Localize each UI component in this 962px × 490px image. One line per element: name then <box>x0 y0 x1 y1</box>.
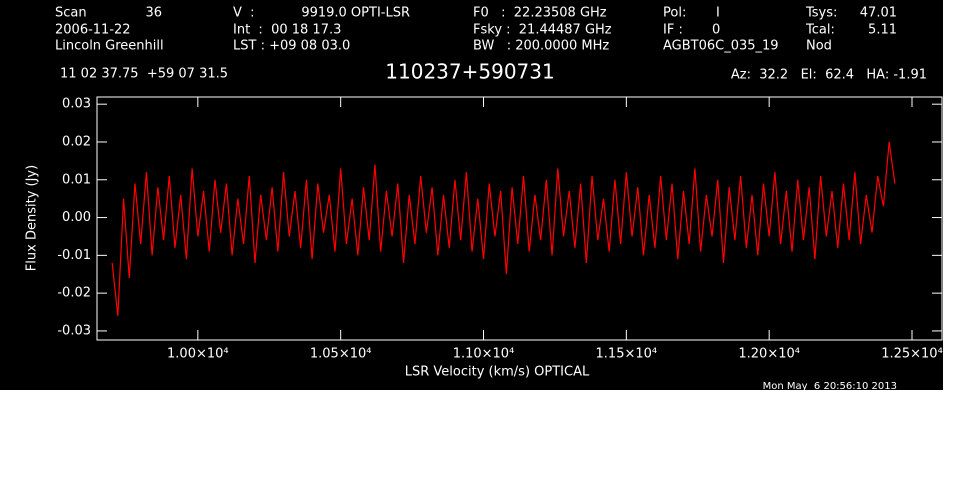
chart-title: 110237+590731 <box>385 60 554 84</box>
x-tick-label: 1.10×10⁴ <box>453 347 515 362</box>
f0: F0 : 22.23508 GHz <box>473 6 607 21</box>
y-tick-label: 0.02 <box>62 134 91 149</box>
x-tick-label: 1.05×10⁴ <box>310 347 372 362</box>
date: 2006-11-22 <box>55 23 131 38</box>
bw: BW : 200.0000 MHz <box>473 39 609 54</box>
if-label: IF : <box>663 23 683 38</box>
az-el: Az: 32.2 El: 62.4 HA: -1.91 <box>731 68 927 83</box>
y-tick-label: 0.01 <box>62 172 91 187</box>
x-tick-label: 1.20×10⁴ <box>738 347 800 362</box>
coords: 11 02 37.75 +59 07 31.5 <box>60 67 228 82</box>
project: AGBT06C_035_19 <box>663 39 779 54</box>
x-tick-label: 1.15×10⁴ <box>596 347 658 362</box>
pol: I <box>716 6 720 21</box>
observer: Lincoln Greenhill <box>55 39 164 54</box>
if: 0 <box>712 23 720 38</box>
tsys-label: Tsys: <box>805 6 837 21</box>
scan-label: Scan <box>55 6 87 21</box>
proc: Nod <box>806 39 832 54</box>
velocity: 9919.0 OPTI-LSR <box>301 6 410 21</box>
x-tick-label: 1.25×10⁴ <box>881 347 943 362</box>
v-label: V : <box>233 6 255 21</box>
fsky: Fsky : 21.44487 GHz <box>473 23 612 38</box>
x-axis-label: LSR Velocity (km/s) OPTICAL <box>405 365 590 380</box>
timestamp: Mon May 6 20:56:10 2013 <box>763 381 897 392</box>
tsys: 47.01 <box>860 6 897 21</box>
y-tick-label: 0.03 <box>62 97 91 112</box>
tcal: 5.11 <box>868 23 897 38</box>
y-tick-label: -0.02 <box>57 286 91 301</box>
y-tick-label: -0.03 <box>57 323 91 338</box>
y-tick-label: 0.00 <box>62 210 91 225</box>
int: Int : 00 18 17.3 <box>233 23 341 38</box>
plot-frame <box>96 96 943 341</box>
y-tick-label: -0.01 <box>57 248 91 263</box>
background <box>0 0 943 390</box>
x-tick-label: 1.00×10⁴ <box>167 347 229 362</box>
pol-label: Pol: <box>663 6 686 21</box>
lst: LST : +09 08 03.0 <box>233 39 350 54</box>
scan: 36 <box>145 6 162 21</box>
tcal-label: Tcal: <box>805 23 835 38</box>
spectrum-line <box>111 141 896 316</box>
y-axis-label: Flux Density (Jy) <box>25 165 40 271</box>
